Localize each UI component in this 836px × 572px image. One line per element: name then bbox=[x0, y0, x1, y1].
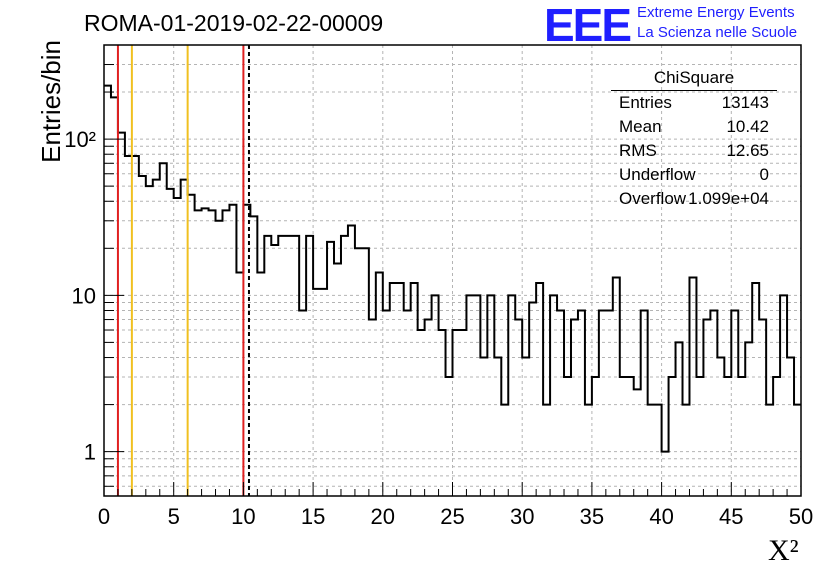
axis-ticks bbox=[103, 44, 802, 496]
x-tick-label: 35 bbox=[580, 504, 604, 529]
stats-value: 10.42 bbox=[726, 117, 769, 136]
stats-value: 13143 bbox=[721, 93, 769, 112]
x-tick-label: 20 bbox=[371, 504, 395, 529]
x-tick-label: 25 bbox=[440, 504, 464, 529]
x-tick-label: 10 bbox=[231, 504, 255, 529]
stats-label: Mean bbox=[619, 117, 662, 136]
y-axis-label-box: Entries/bin bbox=[4, 40, 66, 180]
x-tick-label: 0 bbox=[98, 504, 110, 529]
stats-label: Underflow bbox=[619, 165, 696, 184]
x-tick-label: 30 bbox=[510, 504, 534, 529]
x-tick-label: 45 bbox=[719, 504, 743, 529]
stats-value: 0 bbox=[759, 165, 769, 184]
stats-row-mean: Mean 10.42 bbox=[611, 115, 777, 139]
stats-value: 12.65 bbox=[726, 141, 769, 160]
stats-label: Overflow bbox=[619, 189, 687, 208]
y-tick-label: 1 bbox=[84, 440, 96, 465]
reference-lines bbox=[116, 45, 250, 496]
stats-row-overflow: Overflow 1.099e+04 bbox=[611, 187, 777, 211]
x-tick-labels: 0 5 10 15 20 25 30 35 40 45 50 bbox=[98, 504, 813, 529]
stats-row-entries: Entries 13143 bbox=[611, 91, 777, 115]
y-tick-labels: 1 10 10² bbox=[64, 127, 96, 465]
stats-label: Entries bbox=[619, 93, 672, 112]
x-axis-label: X² bbox=[768, 534, 799, 567]
histogram-step bbox=[104, 84, 801, 453]
org-subtitle: La Scienza nelle Scuole bbox=[637, 24, 798, 41]
stats-box: ChiSquare Entries 13143 Mean 10.42 RMS 1… bbox=[611, 66, 777, 211]
stats-row-underflow: Underflow 0 bbox=[611, 163, 777, 187]
run-title: ROMA-01-2019-02-22-00009 bbox=[84, 10, 384, 36]
stats-value: 1.099e+04 bbox=[688, 189, 769, 208]
org-name: Extreme Energy Events bbox=[637, 4, 795, 21]
y-tick-label: 10² bbox=[64, 127, 96, 152]
histogram-bars bbox=[104, 84, 801, 453]
eee-logo: EEE bbox=[544, 0, 632, 51]
y-tick-label: 10 bbox=[72, 283, 96, 308]
stats-label: RMS bbox=[619, 141, 657, 160]
stats-row-rms: RMS 12.65 bbox=[611, 139, 777, 163]
x-tick-label: 40 bbox=[649, 504, 673, 529]
stats-title: ChiSquare bbox=[611, 66, 777, 91]
x-tick-label: 50 bbox=[789, 504, 813, 529]
y-axis-label: Entries/bin bbox=[36, 40, 66, 163]
x-tick-label: 15 bbox=[301, 504, 325, 529]
x-tick-label: 5 bbox=[168, 504, 180, 529]
